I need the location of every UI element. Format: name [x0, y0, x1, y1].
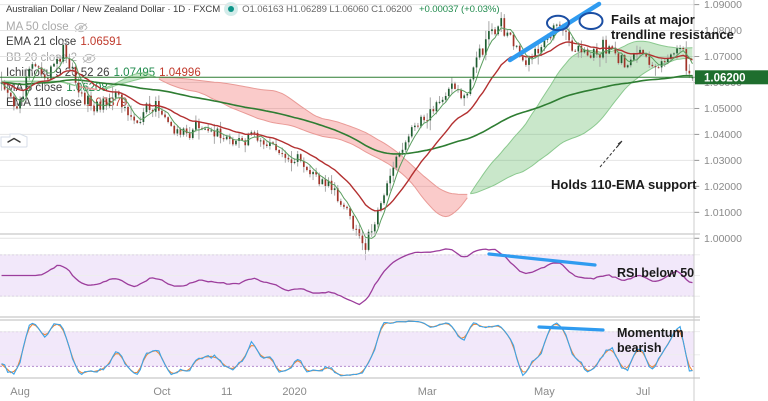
svg-text:May: May	[534, 386, 555, 398]
svg-text:RSI below 50: RSI below 50	[617, 266, 694, 280]
svg-text:Jul: Jul	[636, 386, 650, 398]
svg-text:Oct: Oct	[153, 386, 170, 398]
svg-text:1.06200: 1.06200	[704, 72, 746, 84]
svg-text:2020: 2020	[282, 386, 306, 398]
svg-text:1.01000: 1.01000	[704, 207, 742, 219]
svg-text:Aug: Aug	[10, 386, 30, 398]
svg-text:trendline resistance: trendline resistance	[611, 27, 734, 42]
svg-text:1.02000: 1.02000	[704, 181, 742, 193]
svg-text:1.03000: 1.03000	[704, 155, 742, 167]
svg-text:Holds 110-EMA support: Holds 110-EMA support	[551, 177, 697, 192]
svg-text:1.00000: 1.00000	[704, 233, 742, 245]
svg-text:11: 11	[221, 386, 232, 398]
svg-text:1.04000: 1.04000	[704, 129, 742, 141]
svg-text:1.09000: 1.09000	[704, 0, 742, 11]
svg-text:bearish: bearish	[617, 341, 661, 355]
svg-text:1.07000: 1.07000	[704, 51, 742, 63]
svg-text:1.05000: 1.05000	[704, 103, 742, 115]
svg-text:Momentum: Momentum	[617, 326, 684, 340]
svg-text:Mar: Mar	[418, 386, 437, 398]
svg-text:Fails at major: Fails at major	[611, 12, 695, 27]
